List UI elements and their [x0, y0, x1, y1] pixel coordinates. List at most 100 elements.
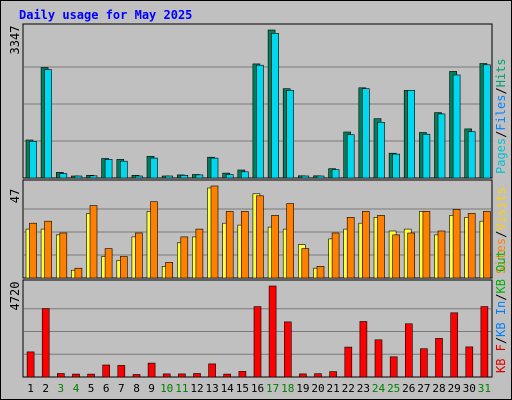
bar-kb-f-day-17 — [268, 285, 277, 378]
x-tick-label-day-3: 3 — [57, 382, 64, 395]
bar-kb-f-day-26 — [404, 323, 413, 378]
bar-sites-day-17 — [271, 215, 279, 279]
bar-kb-f-day-6 — [102, 364, 110, 378]
bar-files-day-8 — [135, 175, 143, 179]
bar-sites-day-20 — [316, 265, 325, 279]
bar-sites-day-7 — [120, 256, 128, 279]
bar-files-day-4 — [74, 175, 83, 179]
x-tick-label-day-20: 20 — [311, 382, 324, 395]
bar-files-day-22 — [346, 134, 355, 179]
bar-files-day-9 — [150, 157, 158, 179]
bar-sites-day-23 — [361, 211, 370, 279]
legend-entry-visits-sites-0: Sites — [494, 238, 508, 274]
bar-kb-f-day-3 — [56, 373, 65, 378]
bar-sites-day-1 — [29, 222, 37, 279]
x-tick-label-day-26: 26 — [402, 382, 415, 395]
legend-entry-visits-sites-2: Visits — [494, 187, 508, 230]
bar-files-day-21 — [331, 169, 340, 179]
x-tick-label-day-16: 16 — [251, 382, 264, 395]
y-max-label-visits-sites: 47 — [8, 189, 22, 203]
x-tick-label-day-9: 9 — [148, 382, 155, 395]
x-tick-label-day-31: 31 — [478, 382, 491, 395]
x-tick-label-day-18: 18 — [281, 382, 294, 395]
bar-files-day-29 — [452, 74, 461, 179]
legend-entry-visits-sites-1: / — [494, 231, 508, 238]
bar-files-day-16 — [256, 64, 264, 179]
legend-entry-kbytes-4: KB Out — [494, 250, 508, 293]
bar-kb-f-day-2 — [41, 308, 50, 378]
x-tick-label-day-13: 13 — [205, 382, 218, 395]
bar-kb-f-day-12 — [193, 373, 201, 378]
bar-files-day-2 — [44, 69, 52, 179]
bar-kb-f-day-19 — [299, 373, 307, 378]
bar-sites-day-25 — [392, 234, 400, 279]
bar-kb-f-day-9 — [147, 362, 156, 378]
x-tick-label-day-7: 7 — [118, 382, 125, 395]
bar-sites-day-24 — [377, 215, 385, 279]
legend-entry-pages-files-hits-1: / — [494, 131, 508, 138]
legend-entry-kbytes-2: KB In — [494, 301, 508, 337]
bar-sites-day-2 — [44, 220, 52, 279]
bar-files-day-1 — [29, 141, 37, 179]
bar-kb-f-day-13 — [208, 363, 216, 378]
bar-kb-f-day-28 — [435, 338, 443, 378]
x-tick-label-day-10: 10 — [160, 382, 173, 395]
bar-kb-f-day-25 — [389, 356, 398, 378]
bar-kb-f-day-18 — [283, 321, 292, 378]
bar-sites-day-14 — [225, 211, 234, 279]
bar-files-day-5 — [89, 175, 98, 179]
bar-files-day-18 — [286, 90, 295, 179]
x-tick-label-day-17: 17 — [266, 382, 279, 395]
bar-sites-day-15 — [241, 211, 249, 279]
bar-kb-f-day-27 — [420, 348, 428, 378]
x-tick-label-day-22: 22 — [342, 382, 355, 395]
legend-entry-pages-files-hits-2: Files — [494, 95, 508, 131]
bar-files-day-19 — [301, 175, 310, 179]
bar-files-day-12 — [195, 174, 204, 179]
bar-kb-f-day-10 — [162, 373, 171, 378]
x-tick-label-day-27: 27 — [417, 382, 430, 395]
bar-sites-day-28 — [437, 230, 446, 279]
bar-kb-f-day-31 — [480, 306, 489, 378]
bar-kb-f-day-1 — [26, 351, 35, 378]
legend-entry-kbytes-1: / — [494, 337, 508, 344]
legend-entry-pages-files-hits-0: Pages — [494, 138, 508, 174]
y-max-label-pages-files-hits: 3347 — [8, 26, 22, 55]
legend-entry-pages-files-hits-4: Hits — [494, 58, 508, 87]
x-tick-label-day-29: 29 — [448, 382, 461, 395]
x-tick-label-day-15: 15 — [236, 382, 249, 395]
x-tick-label-day-11: 11 — [175, 382, 188, 395]
bar-kb-f-day-16 — [253, 306, 262, 378]
x-tick-label-day-6: 6 — [103, 382, 110, 395]
x-tick-label-day-23: 23 — [357, 382, 370, 395]
legend-kbytes: KB F/KB In/KB Out — [494, 250, 508, 373]
bar-sites-day-22 — [346, 217, 355, 279]
bar-sites-day-30 — [467, 213, 476, 279]
bar-files-day-30 — [467, 131, 476, 179]
bar-kb-f-day-21 — [329, 371, 337, 378]
bar-files-day-3 — [59, 173, 68, 179]
chart-title: Daily usage for May 2025 — [19, 8, 193, 22]
bar-sites-day-9 — [150, 201, 158, 279]
bar-files-day-23 — [361, 88, 370, 179]
bar-kb-f-day-29 — [450, 312, 459, 378]
bar-sites-day-11 — [180, 236, 189, 279]
x-tick-label-day-30: 30 — [463, 382, 476, 395]
x-tick-label-day-8: 8 — [133, 382, 140, 395]
bar-files-day-25 — [392, 153, 400, 179]
x-tick-label-day-4: 4 — [73, 382, 80, 395]
bar-sites-day-12 — [195, 228, 204, 279]
bar-sites-day-8 — [135, 232, 143, 279]
y-max-label-kbytes: 4720 — [8, 282, 22, 311]
bar-sites-day-31 — [483, 211, 491, 279]
x-tick-label-day-21: 21 — [326, 382, 339, 395]
bar-kb-f-day-14 — [223, 373, 231, 378]
bar-kb-f-day-11 — [178, 373, 186, 378]
bar-files-day-11 — [180, 175, 189, 179]
x-tick-label-day-2: 2 — [42, 382, 49, 395]
bar-files-day-20 — [316, 175, 325, 179]
x-tick-label-day-19: 19 — [296, 382, 309, 395]
x-tick-label-day-28: 28 — [432, 382, 445, 395]
bar-sites-day-26 — [407, 232, 416, 279]
